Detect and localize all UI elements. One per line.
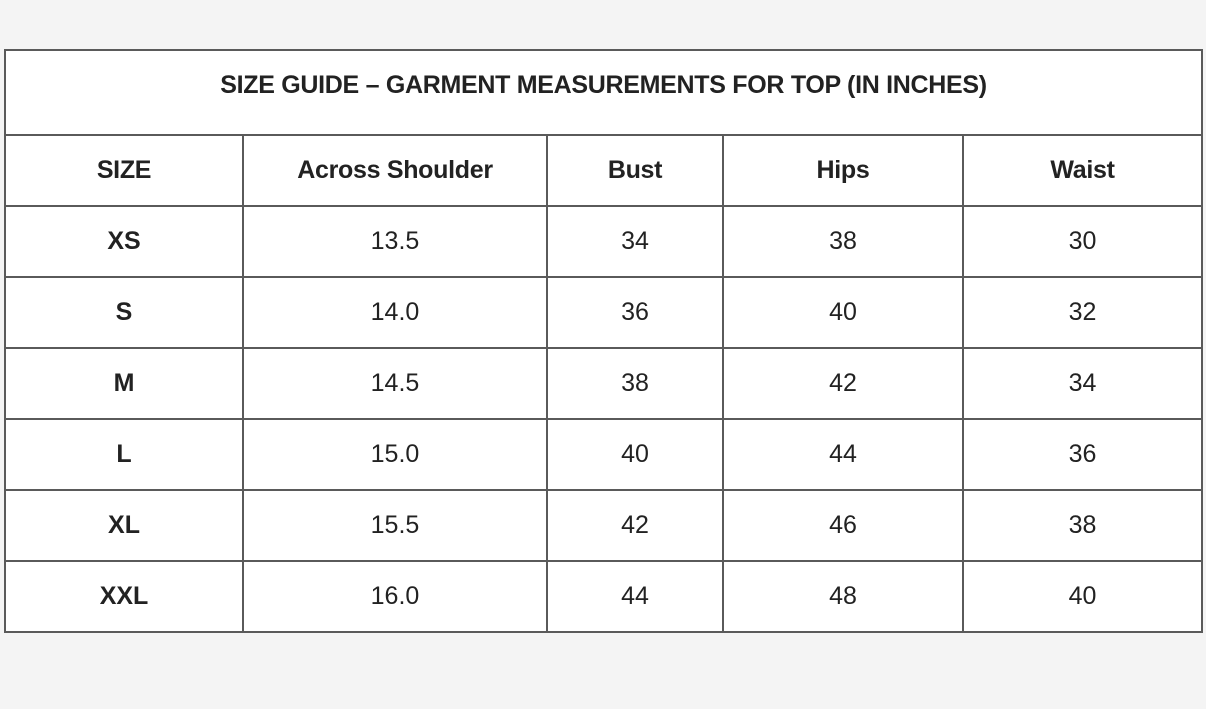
cell-hips: 44 [722,418,964,491]
header-bust: Bust [546,134,724,207]
cell-across-shoulder: 14.0 [242,276,548,349]
cell-waist: 38 [961,489,1204,562]
cell-hips: 40 [722,276,964,349]
cell-hips: 42 [722,347,964,420]
cell-bust: 42 [546,489,724,562]
cell-across-shoulder: 15.5 [242,489,548,562]
size-guide-table: SIZE GUIDE – GARMENT MEASUREMENTS FOR TO… [3,49,1204,633]
cell-bust: 38 [546,347,724,420]
cell-bust: 40 [546,418,724,491]
table-row: L 15.0 40 44 36 [4,418,1204,491]
header-hips: Hips [722,134,964,207]
cell-bust: 44 [546,560,724,633]
cell-waist: 40 [961,560,1204,633]
header-waist: Waist [961,134,1204,207]
table-row: XL 15.5 42 46 38 [4,489,1204,562]
cell-hips: 48 [722,560,964,633]
table-title: SIZE GUIDE – GARMENT MEASUREMENTS FOR TO… [3,49,1204,136]
cell-across-shoulder: 14.5 [242,347,548,420]
table-row: S 14.0 36 40 32 [4,276,1204,349]
cell-hips: 38 [722,205,964,278]
cell-bust: 36 [546,276,724,349]
header-across-shoulder: Across Shoulder [242,134,548,207]
cell-bust: 34 [546,205,724,278]
cell-waist: 34 [961,347,1204,420]
table-row: XXL 16.0 44 48 40 [4,560,1204,633]
cell-across-shoulder: 15.0 [242,418,548,491]
cell-across-shoulder: 16.0 [242,560,548,633]
cell-hips: 46 [722,489,964,562]
cell-size: S [4,276,244,349]
cell-size: XXL [4,560,244,633]
title-row: SIZE GUIDE – GARMENT MEASUREMENTS FOR TO… [3,49,1204,136]
table-row: XS 13.5 34 38 30 [4,205,1204,278]
cell-across-shoulder: 13.5 [242,205,548,278]
cell-size: XL [4,489,244,562]
cell-waist: 30 [961,205,1204,278]
cell-size: L [4,418,244,491]
cell-waist: 36 [961,418,1204,491]
header-row: SIZE Across Shoulder Bust Hips Waist [4,134,1204,207]
cell-waist: 32 [961,276,1204,349]
header-size: SIZE [4,134,244,207]
table-row: M 14.5 38 42 34 [4,347,1204,420]
cell-size: XS [4,205,244,278]
cell-size: M [4,347,244,420]
